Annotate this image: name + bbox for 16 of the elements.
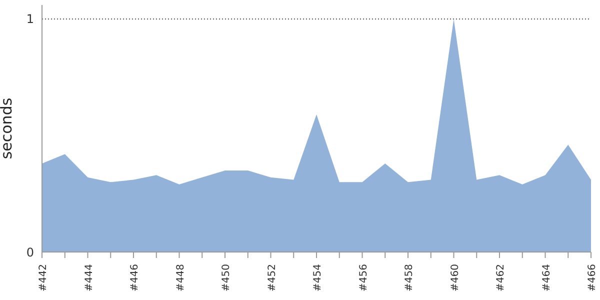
- x-tick-label: #466: [587, 264, 598, 292]
- x-tick-label: #444: [84, 264, 95, 292]
- x-tick-label: #450: [221, 264, 232, 292]
- x-tick-label: #458: [404, 264, 415, 292]
- x-tick-label: #442: [38, 264, 49, 292]
- y-tick-label: 1: [26, 12, 34, 26]
- y-tick-label: 0: [26, 245, 34, 260]
- x-tick-label: #464: [541, 264, 552, 292]
- x-tick-label: #452: [266, 264, 278, 292]
- x-tick-label: #460: [450, 264, 461, 292]
- x-tick-label: #454: [312, 264, 324, 292]
- x-tick-label: #448: [175, 264, 186, 292]
- x-tick-label: #456: [358, 264, 370, 292]
- x-tick-label: #462: [496, 264, 506, 292]
- y-axis-title: seconds: [0, 98, 16, 160]
- x-tick-label: #446: [130, 264, 140, 292]
